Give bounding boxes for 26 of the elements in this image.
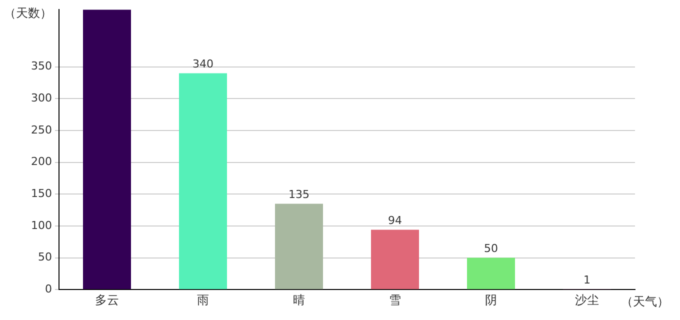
data-label: 1 [584, 273, 590, 286]
x-tick-label: 阴 [485, 292, 497, 307]
x-tick-label: 雪 [389, 292, 401, 307]
x-tick-label: 沙尘 [575, 292, 599, 307]
y-tick-label: 50 [38, 250, 52, 264]
bar [178, 73, 227, 290]
bar [82, 10, 131, 290]
data-label: 340 [192, 58, 214, 71]
y-tick-label: 350 [30, 60, 52, 73]
y-tick-label: 300 [30, 92, 52, 105]
y-tick-label: 200 [30, 155, 52, 168]
y-tick-label: 100 [30, 218, 52, 232]
x-axis-title: （天气） [621, 294, 669, 309]
bar [275, 204, 323, 290]
bar [371, 230, 419, 290]
y-tick-label: 150 [30, 187, 52, 200]
data-label: 135 [288, 188, 310, 202]
y-axis-title: （天数） [4, 6, 52, 20]
x-tick-label: 多云 [94, 292, 119, 307]
data-label: 50 [484, 242, 498, 256]
x-tick-label: 晴 [292, 292, 305, 307]
x-tick-label: 雨 [196, 292, 209, 307]
y-tick-label: 0 [44, 282, 52, 296]
y-tick-label: 250 [30, 123, 52, 136]
data-label: 94 [388, 214, 402, 228]
bar [467, 258, 515, 290]
